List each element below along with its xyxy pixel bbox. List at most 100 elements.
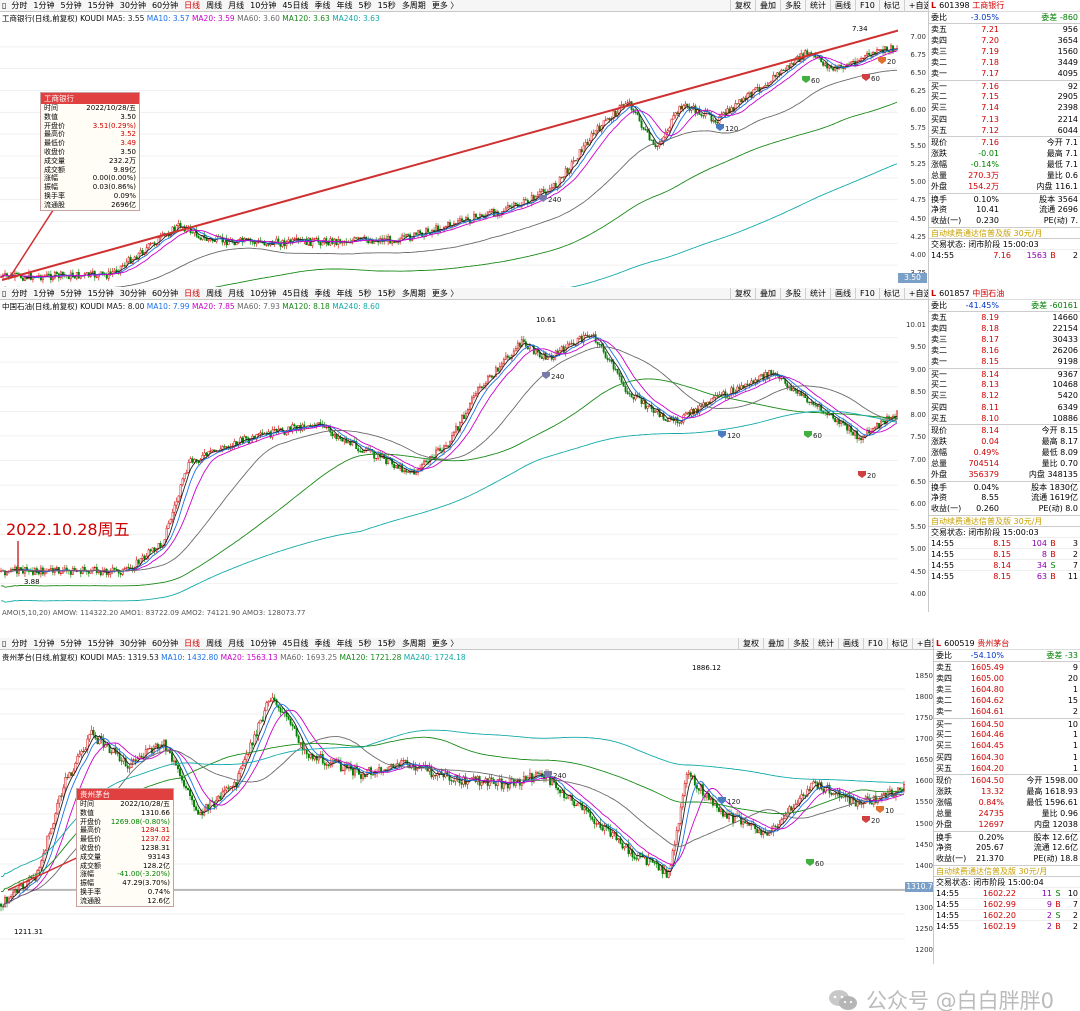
- tick-trade-row: 14:55 8.15 8 B 2: [929, 547, 1080, 559]
- badge-label: 60: [871, 75, 880, 83]
- tool-button[interactable]: +自选: [903, 288, 936, 300]
- candle-body: [243, 759, 246, 766]
- period-tab[interactable]: 月线: [228, 1, 245, 10]
- period-tab[interactable]: 15秒: [377, 1, 396, 10]
- tool-button[interactable]: 统计: [805, 288, 830, 300]
- period-tab[interactable]: 15分钟: [87, 289, 114, 298]
- period-tab[interactable]: 10分钟: [250, 289, 277, 298]
- period-tab[interactable]: 15秒: [377, 289, 396, 298]
- tool-button[interactable]: 多股: [788, 638, 813, 650]
- period-tab[interactable]: 分时: [11, 639, 28, 648]
- popup-row: 涨幅 -41.00(-3.20%): [77, 870, 173, 879]
- period-tab[interactable]: 多周期: [401, 289, 426, 298]
- period-tab[interactable]: 5秒: [358, 1, 372, 10]
- period-tab[interactable]: 15分钟: [87, 639, 114, 648]
- tool-button[interactable]: 叠加: [755, 0, 780, 12]
- tool-button[interactable]: 复权: [730, 0, 755, 12]
- period-tab[interactable]: 30分钟: [119, 289, 146, 298]
- tool-button[interactable]: 统计: [813, 638, 838, 650]
- promo-link[interactable]: 自动续费通达信普及版 30元/月: [934, 864, 1080, 876]
- tool-button[interactable]: 统计: [805, 0, 830, 12]
- tool-button[interactable]: 复权: [738, 638, 763, 650]
- period-tab[interactable]: 月线: [228, 639, 245, 648]
- tool-button[interactable]: 多股: [780, 288, 805, 300]
- period-tab[interactable]: 15分钟: [87, 1, 114, 10]
- tool-button[interactable]: 画线: [838, 638, 863, 650]
- period-tab[interactable]: 年线: [336, 289, 353, 298]
- period-tab[interactable]: 5分钟: [60, 639, 82, 648]
- period-tab[interactable]: 60分钟: [151, 639, 179, 648]
- candle-body: [18, 885, 21, 893]
- candle-body: [90, 729, 93, 735]
- candlestick-chart[interactable]: 10.61 3.88 240 120 60 20: [0, 313, 898, 608]
- period-tab[interactable]: 45日线: [282, 289, 309, 298]
- period-tab[interactable]: 分时: [11, 289, 28, 298]
- period-tab[interactable]: 多周期: [401, 1, 426, 10]
- tool-button[interactable]: +自选: [911, 638, 944, 650]
- period-tab[interactable]: 60分钟: [151, 289, 179, 298]
- candle-body: [661, 865, 664, 875]
- tool-button[interactable]: 叠加: [755, 288, 780, 300]
- tool-button[interactable]: F10: [855, 288, 879, 300]
- candle-body: [361, 450, 364, 453]
- period-tab[interactable]: 5秒: [358, 639, 372, 648]
- period-tab[interactable]: 5分钟: [60, 1, 82, 10]
- period-tab[interactable]: 30分钟: [119, 639, 146, 648]
- period-tab[interactable]: 60分钟: [151, 1, 179, 10]
- period-tab[interactable]: 15秒: [377, 639, 396, 648]
- period-tab[interactable]: 季线: [314, 1, 331, 10]
- period-tab[interactable]: 更多 〉: [431, 289, 459, 298]
- chart-type-icon[interactable]: ▯: [2, 289, 7, 298]
- period-tab[interactable]: 日线: [184, 1, 201, 10]
- tool-button[interactable]: 复权: [730, 288, 755, 300]
- period-tab[interactable]: 多周期: [401, 639, 426, 648]
- tool-button[interactable]: +自选: [903, 0, 936, 12]
- tool-button[interactable]: F10: [863, 638, 887, 650]
- period-tab[interactable]: 45日线: [282, 639, 309, 648]
- popup-value: 1269.08(-0.80%): [110, 817, 170, 826]
- tool-button[interactable]: 画线: [830, 0, 855, 12]
- quote-value: 7.15: [981, 92, 999, 102]
- tool-button[interactable]: 画线: [830, 288, 855, 300]
- period-tab[interactable]: 1分钟: [33, 289, 55, 298]
- period-tab[interactable]: 季线: [314, 639, 331, 648]
- stock-code: 601398: [939, 1, 973, 10]
- tool-button[interactable]: F10: [855, 0, 879, 12]
- candlestick-chart[interactable]: 1886.12 1211.31 240 120 60 20 10: [0, 664, 905, 964]
- ma20-line: [0, 339, 898, 573]
- promo-link[interactable]: 自动续费通达信普及版 30元/月: [929, 514, 1080, 526]
- price-tick: 5.75: [910, 123, 926, 132]
- period-tab[interactable]: 30分钟: [119, 1, 146, 10]
- period-tab[interactable]: 日线: [184, 289, 201, 298]
- period-tab[interactable]: 分时: [11, 1, 28, 10]
- period-tab[interactable]: 1分钟: [33, 639, 55, 648]
- period-tab[interactable]: 季线: [314, 289, 331, 298]
- period-tab[interactable]: 5秒: [358, 289, 372, 298]
- badge-label: 20: [871, 817, 880, 825]
- tool-button[interactable]: 标记: [886, 638, 912, 650]
- period-tab[interactable]: 年线: [336, 639, 353, 648]
- period-tab[interactable]: 周线: [206, 1, 223, 10]
- period-tab[interactable]: 45日线: [282, 1, 309, 10]
- chart-type-icon[interactable]: ▯: [2, 1, 7, 10]
- period-tab[interactable]: 周线: [206, 289, 223, 298]
- period-tab[interactable]: 5分钟: [60, 289, 82, 298]
- candle-info-popup: 贵州茅台 时间 2022/10/28/五 数值 1310.66 开盘价 1269.08(-…: [76, 788, 174, 907]
- period-tab[interactable]: 日线: [184, 639, 201, 648]
- candlestick-chart[interactable]: 7.34 240 120 60 60 20: [0, 25, 898, 287]
- period-tab[interactable]: 1分钟: [33, 1, 55, 10]
- tool-button[interactable]: 多股: [780, 0, 805, 12]
- period-tab[interactable]: 更多 〉: [431, 639, 459, 648]
- candle-body: [686, 103, 689, 108]
- tool-button[interactable]: 标记: [878, 288, 904, 300]
- promo-link[interactable]: 自动续费通达信普及版 30元/月: [929, 226, 1080, 238]
- period-tab[interactable]: 月线: [228, 289, 245, 298]
- period-tab[interactable]: 更多 〉: [431, 1, 459, 10]
- period-tab[interactable]: 周线: [206, 639, 223, 648]
- chart-type-icon[interactable]: ▯: [2, 639, 7, 648]
- period-tab[interactable]: 10分钟: [250, 1, 277, 10]
- period-tab[interactable]: 年线: [336, 1, 353, 10]
- tool-button[interactable]: 叠加: [763, 638, 788, 650]
- tool-button[interactable]: 标记: [878, 0, 904, 12]
- period-tab[interactable]: 10分钟: [250, 639, 277, 648]
